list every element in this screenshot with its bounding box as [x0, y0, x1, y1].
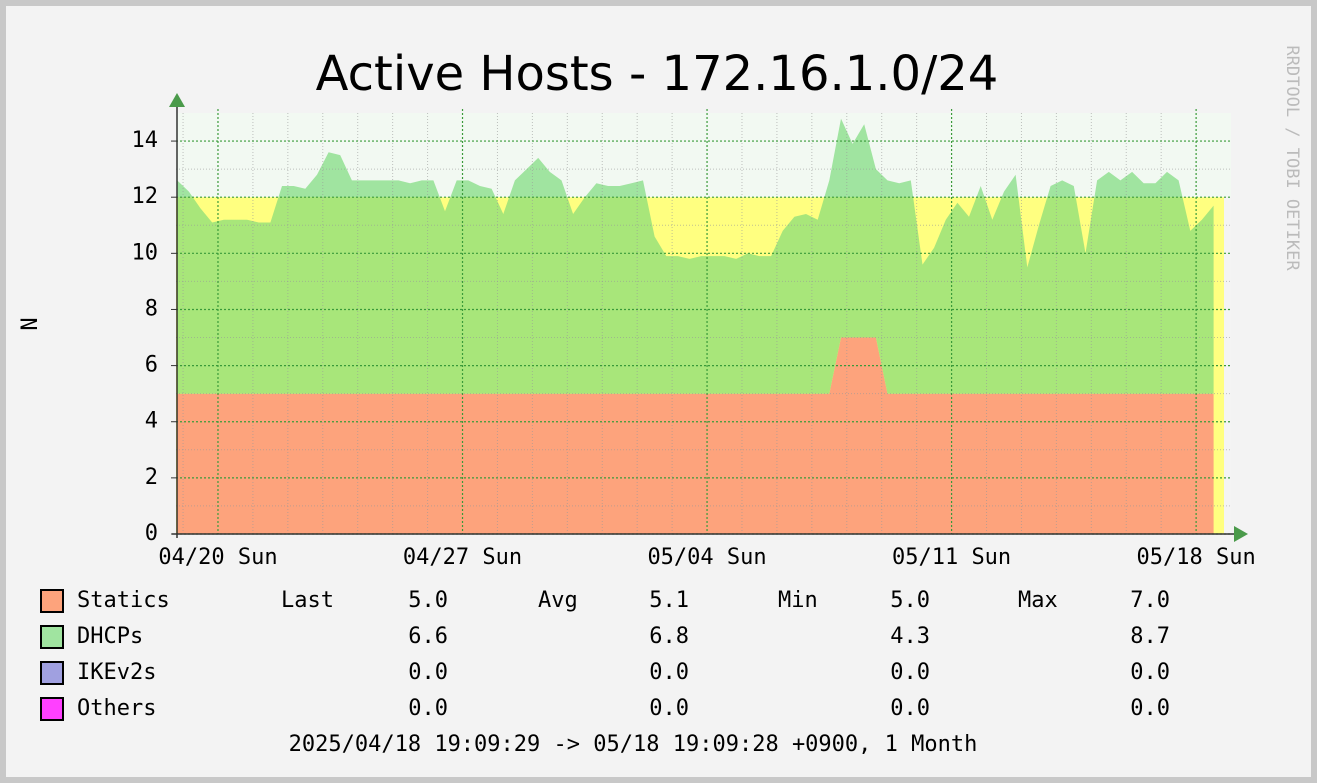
x-tick-label: 05/11 Sun	[892, 545, 1011, 570]
stat-value: 0.0	[649, 696, 689, 721]
y-tick-label: 2	[145, 465, 158, 490]
x-tick-label: 05/04 Sun	[647, 545, 766, 570]
y-tick-label: 6	[145, 353, 158, 378]
x-tick-label: 04/27 Sun	[403, 545, 522, 570]
stat-value: 0.0	[1130, 660, 1170, 685]
y-tick-label: 12	[132, 184, 159, 209]
stat-name: Avg	[538, 588, 578, 613]
stat-value: 6.8	[649, 624, 689, 649]
y-tick-label: 14	[132, 128, 159, 153]
x-tick-label: 05/18 Sun	[1137, 545, 1256, 570]
stat-value: 5.1	[649, 588, 689, 613]
stat-value: 6.6	[408, 624, 448, 649]
legend-swatch	[40, 661, 64, 685]
series-area	[177, 337, 1214, 534]
x-axis-arrow	[1234, 526, 1248, 542]
chart-title: Active Hosts - 172.16.1.0/24	[316, 46, 999, 102]
legend-label: Statics	[77, 588, 170, 613]
stat-name: Min	[778, 588, 818, 613]
stat-value: 8.7	[1130, 624, 1170, 649]
stat-value: 5.0	[408, 588, 448, 613]
footer: 2025/04/18 19:09:29 -> 05/18 19:09:28 +0…	[289, 732, 978, 757]
stat-name: Max	[1018, 588, 1058, 613]
stat-name: Last	[281, 588, 334, 613]
y-axis-label: N	[18, 317, 43, 330]
legend-label: Others	[77, 696, 156, 721]
legend-label: DHCPs	[77, 624, 143, 649]
stat-value: 0.0	[890, 696, 930, 721]
series-area	[177, 118, 1214, 394]
y-tick-label: 10	[132, 240, 159, 265]
stat-value: 5.0	[890, 588, 930, 613]
stat-value: 0.0	[1130, 696, 1170, 721]
stat-value: 0.0	[890, 660, 930, 685]
stat-value: 0.0	[649, 660, 689, 685]
legend-swatch	[40, 589, 64, 613]
legend-swatch	[40, 697, 64, 721]
x-tick-label: 04/20 Sun	[158, 545, 277, 570]
stat-value: 4.3	[890, 624, 930, 649]
y-tick-label: 0	[145, 521, 158, 546]
y-axis-arrow	[169, 93, 185, 107]
stat-value: 0.0	[408, 660, 448, 685]
y-tick-label: 8	[145, 296, 158, 321]
stat-value: 7.0	[1130, 588, 1170, 613]
y-tick-label: 4	[145, 409, 158, 434]
stat-value: 0.0	[408, 696, 448, 721]
watermark: RRDTOOL / TOBI OETIKER	[1282, 45, 1302, 271]
legend-label: IKEv2s	[77, 660, 156, 685]
legend-swatch	[40, 625, 64, 649]
